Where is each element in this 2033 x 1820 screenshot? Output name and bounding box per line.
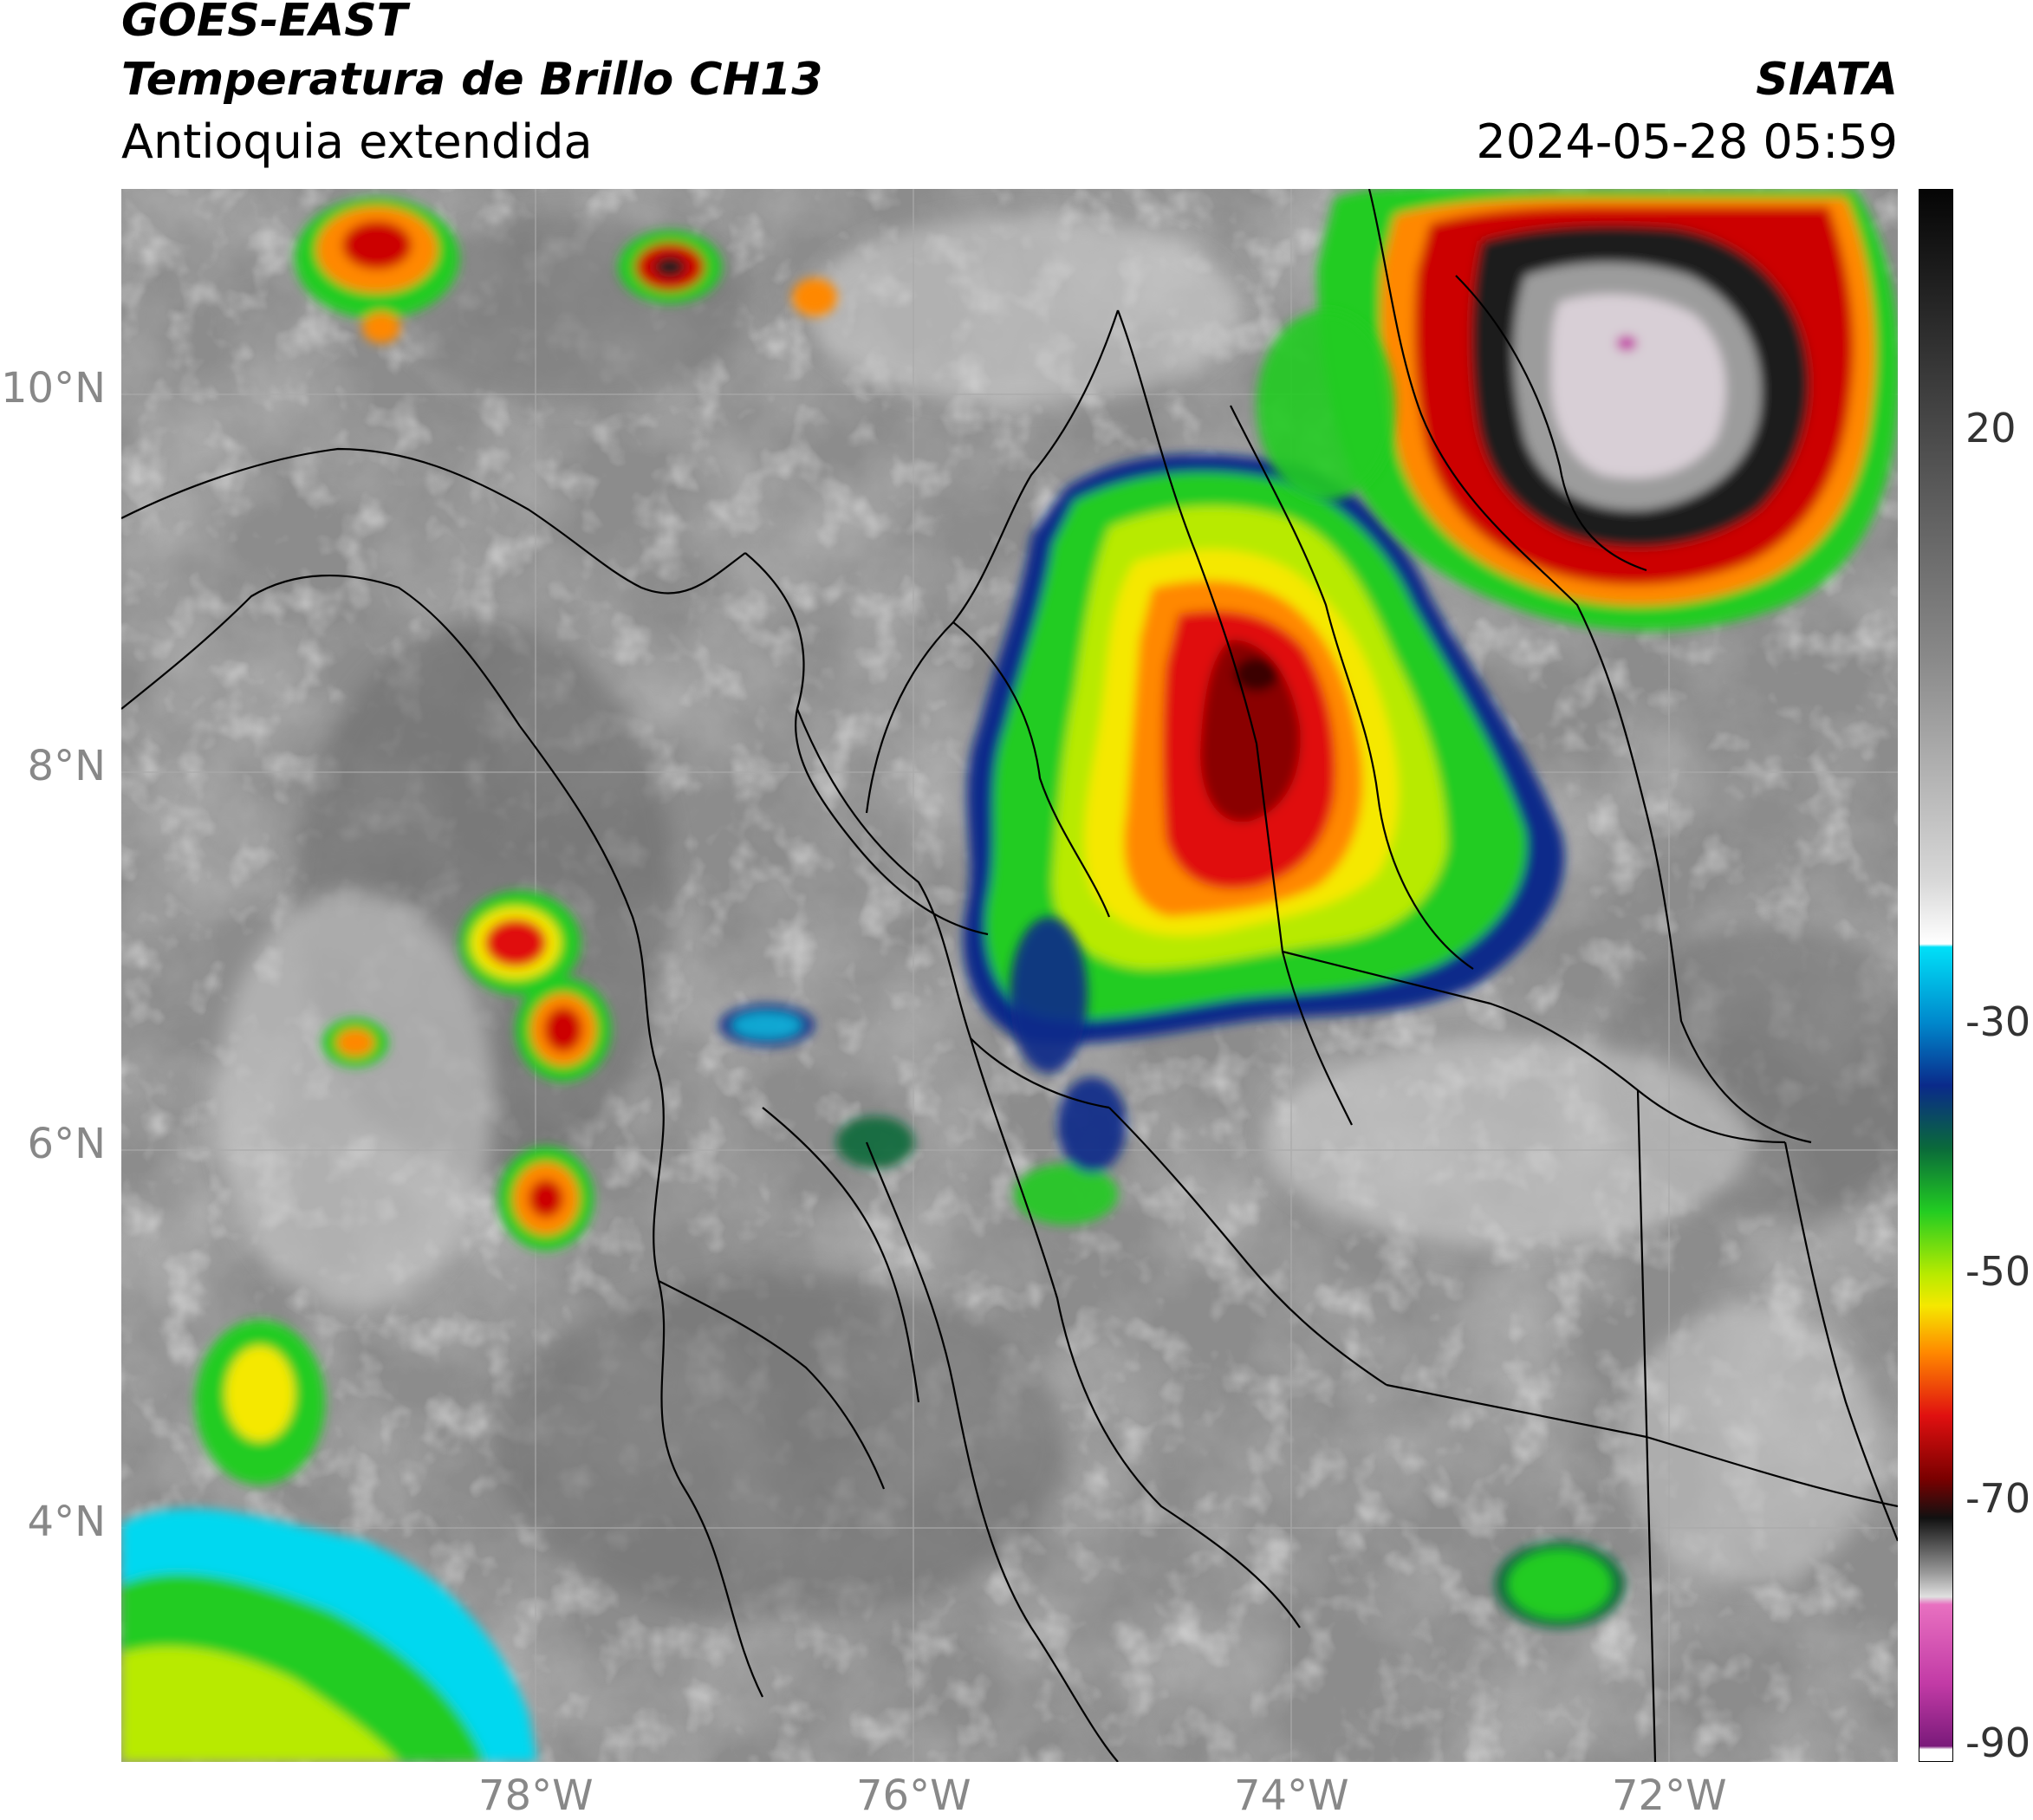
dept-valle [658, 1280, 886, 1490]
borders [121, 189, 1898, 1762]
dept-antioquia [796, 708, 1110, 1109]
gulf-uraba-coast [744, 552, 989, 936]
lat-label-6n: 6°N [27, 1120, 106, 1168]
caribbean-coast [865, 309, 1120, 814]
venezuela-border [1367, 189, 1812, 1144]
dept-boyaca [1108, 1107, 1387, 1386]
colorbar-tick-minus50: -50 [1965, 1248, 2031, 1295]
product-title: Temperatura de Brillo CH13 [121, 54, 823, 106]
convective-complex-northeast [1317, 189, 1898, 631]
satellite-title: GOES-EAST [121, 0, 408, 47]
lat-label-4n: 4°N [27, 1498, 106, 1546]
agency-label: SIATA [1756, 54, 1898, 106]
lon-label-72w: 72°W [1612, 1771, 1727, 1820]
panama-pacific-coast [121, 574, 521, 727]
cell-southeast [1495, 1541, 1625, 1628]
colombia-pacific-coast [519, 725, 763, 1698]
colorbar-tick-minus30: -30 [1965, 998, 2031, 1045]
colorbar-tick-minus70: -70 [1965, 1475, 2031, 1522]
dept-cordoba [952, 621, 1111, 918]
temperature-colorbar [1919, 189, 1953, 1762]
dept-magdalena [1230, 405, 1474, 970]
lon-label-78w: 78°W [478, 1771, 594, 1820]
cell-southwest-corner [121, 1508, 537, 1762]
lat-label-8n: 8°N [27, 742, 106, 790]
dept-tolima [865, 1141, 1119, 1762]
bright-cloud-areas [217, 215, 1880, 1584]
region-subtitle: Antioquia extendida [121, 114, 593, 169]
cell-pacific-west [195, 198, 837, 1485]
lon-label-74w: 74°W [1234, 1771, 1349, 1820]
dept-cundinamarca [969, 1037, 1301, 1628]
satellite-map [121, 189, 1898, 1762]
dept-santander [1282, 950, 1786, 1144]
colorbar-tick-minus90: -90 [1965, 1719, 2031, 1766]
dept-sucre-bolivar [1116, 309, 1353, 1126]
panama-coastline [121, 447, 746, 595]
southeast-frontier [1783, 1141, 1898, 1542]
datetime-label: 2024-05-28 05:59 [1476, 114, 1898, 169]
lon-label-76w: 76°W [856, 1771, 971, 1820]
colorbar-tick-20: 20 [1965, 405, 2017, 452]
mountain-divide [1636, 1089, 1657, 1762]
cold-cloud-fringes [719, 310, 1395, 1225]
lat-label-10n: 10°N [1, 364, 106, 413]
maracaibo-shore [1455, 275, 1647, 572]
dept-caldas-risaralda [762, 1107, 920, 1403]
